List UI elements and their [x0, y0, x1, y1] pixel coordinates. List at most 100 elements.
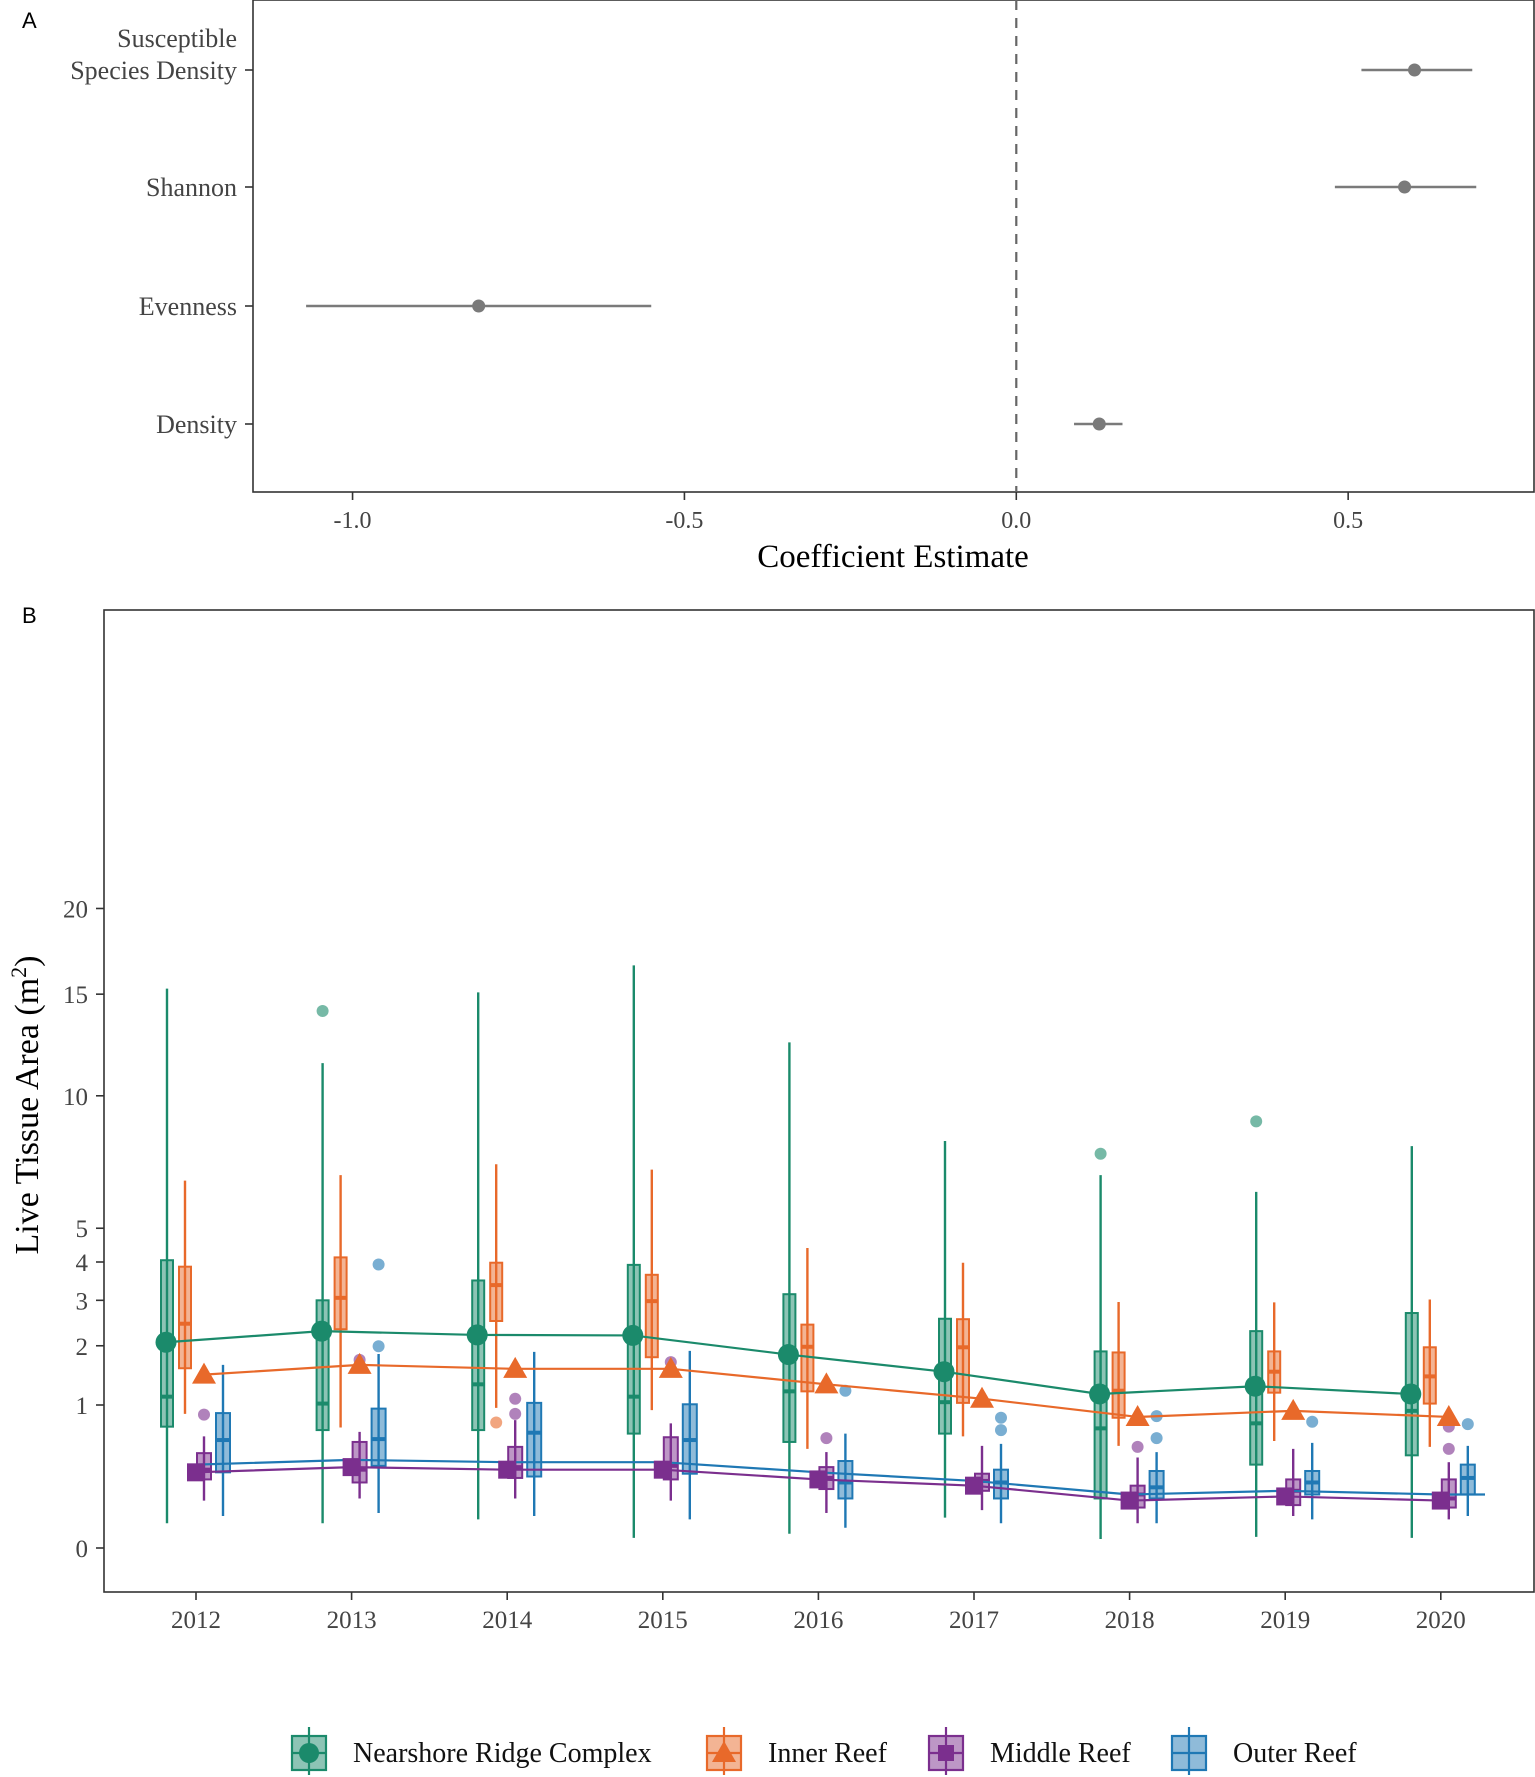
box — [471, 1279, 486, 1432]
mean-marker-circle — [311, 1320, 333, 1342]
x-tick-label: 2016 — [793, 1607, 843, 1634]
panel-b-label: B — [22, 603, 37, 628]
outlier-point — [509, 1407, 522, 1420]
outlier-point — [995, 1424, 1007, 1437]
x-tick-label: 2012 — [171, 1607, 221, 1634]
legend-label: Inner Reef — [768, 1738, 888, 1769]
mean-marker-circle — [1244, 1375, 1266, 1397]
box — [1111, 1351, 1126, 1419]
y-category-label: Shannon — [146, 173, 237, 202]
mean-marker-circle — [933, 1361, 955, 1383]
mean-marker-square — [1431, 1491, 1450, 1510]
x-tick-label: -1.0 — [334, 508, 372, 534]
mean-marker-square — [653, 1460, 672, 1479]
outlier-point — [995, 1411, 1007, 1424]
y-category-label: Species Density — [70, 56, 237, 85]
panel-a-plot: -1.0 -0.5 0.0 0.5 Susceptible Species Density… — [70, 0, 1477, 534]
y-tick-label: 20 — [63, 896, 88, 923]
mean-marker-triangle — [658, 1356, 683, 1378]
outlier-point — [1150, 1432, 1163, 1445]
y-axis-title-text: Live Tissue Area (m — [9, 978, 46, 1255]
box — [489, 1261, 504, 1322]
x-tick-label: -0.5 — [665, 508, 703, 534]
y-tick-label: 3 — [76, 1288, 89, 1315]
x-tick-label: 2013 — [327, 1607, 377, 1634]
point-estimate — [1408, 63, 1422, 77]
mean-marker-circle — [622, 1324, 644, 1346]
outlier-point — [316, 1005, 329, 1018]
box — [626, 1263, 641, 1435]
x-tick-label: 2020 — [1416, 1607, 1466, 1634]
panel-a-frame — [252, 0, 1535, 493]
x-tick-label: 2014 — [482, 1607, 533, 1634]
mean-marker-triangle — [970, 1386, 994, 1408]
outlier-point — [372, 1340, 385, 1353]
mean-marker-circle — [155, 1331, 177, 1353]
box — [1249, 1330, 1264, 1466]
box — [333, 1256, 348, 1331]
x-tick-label: 2017 — [949, 1607, 999, 1634]
mean-marker-square — [1120, 1491, 1139, 1510]
legend-label: Middle Reef — [990, 1738, 1131, 1769]
mean-marker-square — [1276, 1487, 1295, 1506]
y-tick-label: 10 — [63, 1084, 88, 1111]
y-axis-title-close: ) — [9, 955, 46, 966]
point-estimate — [1398, 180, 1412, 194]
legend-label: Outer Reef — [1233, 1738, 1357, 1769]
legend-item: Inner Reef — [705, 1727, 888, 1775]
x-tick-label: 2018 — [1105, 1607, 1155, 1634]
outlier-point — [1250, 1115, 1263, 1128]
x-tick-label: 0.0 — [1001, 508, 1031, 534]
legend-item: Outer Reef — [1170, 1727, 1357, 1775]
outlier-point — [839, 1384, 852, 1397]
legend: Nearshore Ridge Complex Inner Reef Middle … — [290, 1727, 1357, 1775]
outlier-point — [1461, 1418, 1474, 1431]
point-estimate — [1092, 417, 1106, 431]
panel-a-label: A — [22, 8, 37, 33]
mean-marker-triangle — [347, 1352, 372, 1374]
outlier-point — [372, 1258, 385, 1271]
mean-marker-triangle — [503, 1356, 528, 1378]
box — [956, 1318, 970, 1404]
y-category-label: Evenness — [139, 292, 237, 321]
mean-marker-square — [965, 1476, 983, 1495]
y-tick-label: 0 — [76, 1536, 89, 1563]
y-tick-label: 2 — [76, 1334, 89, 1361]
panel-a-x-axis-title: Coefficient Estimate — [757, 539, 1029, 575]
outlier-point — [1094, 1147, 1107, 1160]
box — [526, 1401, 543, 1478]
legend-key-triangle — [712, 1741, 736, 1762]
mean-marker-triangle — [1281, 1398, 1306, 1420]
y-tick-label: 4 — [76, 1250, 89, 1277]
legend-label: Nearshore Ridge Complex — [353, 1738, 652, 1769]
mean-marker-triangle — [814, 1372, 839, 1394]
y-category-label: Density — [156, 410, 237, 439]
legend-key-circle — [299, 1743, 319, 1763]
panel-b-frame — [103, 609, 1535, 1593]
panel-b-y-axis-title: Live Tissue Area (m2) — [6, 955, 46, 1254]
y-category-label: Susceptible — [117, 24, 237, 53]
mean-marker-circle — [1089, 1383, 1111, 1405]
legend-item: Nearshore Ridge Complex — [290, 1727, 652, 1775]
box — [782, 1293, 797, 1443]
x-tick-label: 0.5 — [1333, 508, 1363, 534]
box — [1093, 1350, 1108, 1500]
mean-marker-square — [342, 1458, 361, 1477]
outlier-point — [1306, 1415, 1319, 1428]
outlier-point — [490, 1416, 503, 1429]
x-tick-label: 2019 — [1260, 1607, 1310, 1634]
point-estimate — [472, 299, 486, 313]
mean-marker-circle — [466, 1324, 488, 1346]
mean-marker-square — [187, 1463, 205, 1482]
mean-marker-circle — [1400, 1383, 1422, 1405]
box — [1148, 1469, 1165, 1500]
box — [644, 1273, 659, 1359]
outlier-point — [198, 1408, 210, 1421]
outlier-point — [820, 1432, 833, 1445]
y-axis-title-superscript: 2 — [6, 967, 31, 978]
y-tick-label: 1 — [76, 1393, 89, 1420]
x-tick-label: 2015 — [638, 1607, 688, 1634]
mean-marker-square — [498, 1460, 517, 1479]
y-tick-label: 15 — [63, 982, 88, 1009]
